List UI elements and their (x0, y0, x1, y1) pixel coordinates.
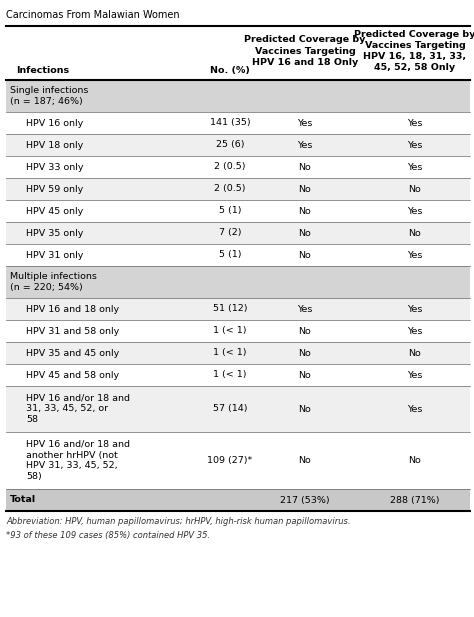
Text: No: No (409, 184, 421, 194)
Text: Yes: Yes (407, 251, 423, 260)
Text: Yes: Yes (407, 118, 423, 128)
Bar (6, 364, 470, 386)
Text: 5 (1): 5 (1) (219, 251, 241, 260)
Text: No: No (299, 326, 311, 336)
Text: 217 (53%): 217 (53%) (280, 495, 330, 505)
Bar (6, 342, 470, 364)
Bar (6, 266, 470, 298)
Text: Yes: Yes (297, 141, 313, 149)
Text: 288 (71%): 288 (71%) (390, 495, 440, 505)
Text: HPV 45 only: HPV 45 only (26, 207, 83, 215)
Text: No: No (299, 370, 311, 379)
Text: Abbreviation: HPV, human papillomavirus; hrHPV, high-risk human papillomavirus.: Abbreviation: HPV, human papillomavirus;… (6, 517, 350, 526)
Text: 1 (< 1): 1 (< 1) (213, 370, 247, 379)
Text: Yes: Yes (407, 141, 423, 149)
Text: HPV 31 only: HPV 31 only (26, 251, 83, 260)
Text: Predicted Coverage by
Vaccines Targeting
HPV 16, 18, 31, 33,
45, 52, 58 Only: Predicted Coverage by Vaccines Targeting… (354, 30, 474, 72)
Text: Yes: Yes (407, 370, 423, 379)
Text: 1 (< 1): 1 (< 1) (213, 349, 247, 357)
Text: No: No (409, 456, 421, 465)
Text: Yes: Yes (407, 207, 423, 215)
Text: Yes: Yes (297, 118, 313, 128)
Text: HPV 16 and/or 18 and
31, 33, 45, 52, or
58: HPV 16 and/or 18 and 31, 33, 45, 52, or … (26, 394, 130, 424)
Bar (6, 112, 470, 134)
Text: HPV 16 only: HPV 16 only (26, 118, 83, 128)
Text: HPV 45 and 58 only: HPV 45 and 58 only (26, 370, 119, 379)
Text: Multiple infections
(n = 220; 54%): Multiple infections (n = 220; 54%) (10, 272, 97, 292)
Text: *93 of these 109 cases (85%) contained HPV 35.: *93 of these 109 cases (85%) contained H… (6, 531, 210, 540)
Text: 109 (27)*: 109 (27)* (207, 456, 253, 465)
Text: No: No (299, 207, 311, 215)
Text: 7 (2): 7 (2) (219, 228, 241, 238)
Text: No. (%): No. (%) (210, 66, 250, 75)
Bar (6, 244, 470, 266)
Text: Yes: Yes (407, 405, 423, 413)
Text: Total: Total (10, 495, 36, 505)
Bar (6, 320, 470, 342)
Text: HPV 16 and 18 only: HPV 16 and 18 only (26, 305, 119, 313)
Text: HPV 35 and 45 only: HPV 35 and 45 only (26, 349, 119, 357)
Text: 2 (0.5): 2 (0.5) (214, 184, 246, 194)
Text: No: No (409, 228, 421, 238)
Text: HPV 35 only: HPV 35 only (26, 228, 83, 238)
Text: HPV 31 and 58 only: HPV 31 and 58 only (26, 326, 119, 336)
Text: 1 (< 1): 1 (< 1) (213, 326, 247, 336)
Text: 51 (12): 51 (12) (213, 305, 247, 313)
Text: 5 (1): 5 (1) (219, 207, 241, 215)
Bar (6, 386, 470, 432)
Text: Predicted Coverage by
Vaccines Targeting
HPV 16 and 18 Only: Predicted Coverage by Vaccines Targeting… (244, 35, 365, 67)
Text: Single infections
(n = 187; 46%): Single infections (n = 187; 46%) (10, 86, 88, 106)
Bar (6, 156, 470, 178)
Text: 2 (0.5): 2 (0.5) (214, 162, 246, 172)
Text: No: No (299, 251, 311, 260)
Text: 57 (14): 57 (14) (213, 405, 247, 413)
Bar (6, 134, 470, 156)
Text: HPV 18 only: HPV 18 only (26, 141, 83, 149)
Text: No: No (409, 349, 421, 357)
Text: No: No (299, 349, 311, 357)
Text: No: No (299, 405, 311, 413)
Text: No: No (299, 184, 311, 194)
Bar (6, 178, 470, 200)
Text: HPV 16 and/or 18 and
another hrHPV (not
HPV 31, 33, 45, 52,
58): HPV 16 and/or 18 and another hrHPV (not … (26, 440, 130, 481)
Text: Yes: Yes (407, 326, 423, 336)
Text: No: No (299, 228, 311, 238)
Bar (6, 200, 470, 222)
Bar (6, 489, 470, 511)
Text: 25 (6): 25 (6) (216, 141, 244, 149)
Text: Infections: Infections (16, 66, 69, 75)
Bar (6, 298, 470, 320)
Text: No: No (299, 456, 311, 465)
Text: HPV 59 only: HPV 59 only (26, 184, 83, 194)
Text: Yes: Yes (407, 162, 423, 172)
Text: No: No (299, 162, 311, 172)
Bar (6, 80, 470, 112)
Bar (6, 432, 470, 489)
Text: Yes: Yes (297, 305, 313, 313)
Text: Yes: Yes (407, 305, 423, 313)
Text: HPV 33 only: HPV 33 only (26, 162, 83, 172)
Bar (6, 222, 470, 244)
Text: Carcinomas From Malawian Women: Carcinomas From Malawian Women (6, 10, 180, 20)
Text: 141 (35): 141 (35) (210, 118, 250, 128)
